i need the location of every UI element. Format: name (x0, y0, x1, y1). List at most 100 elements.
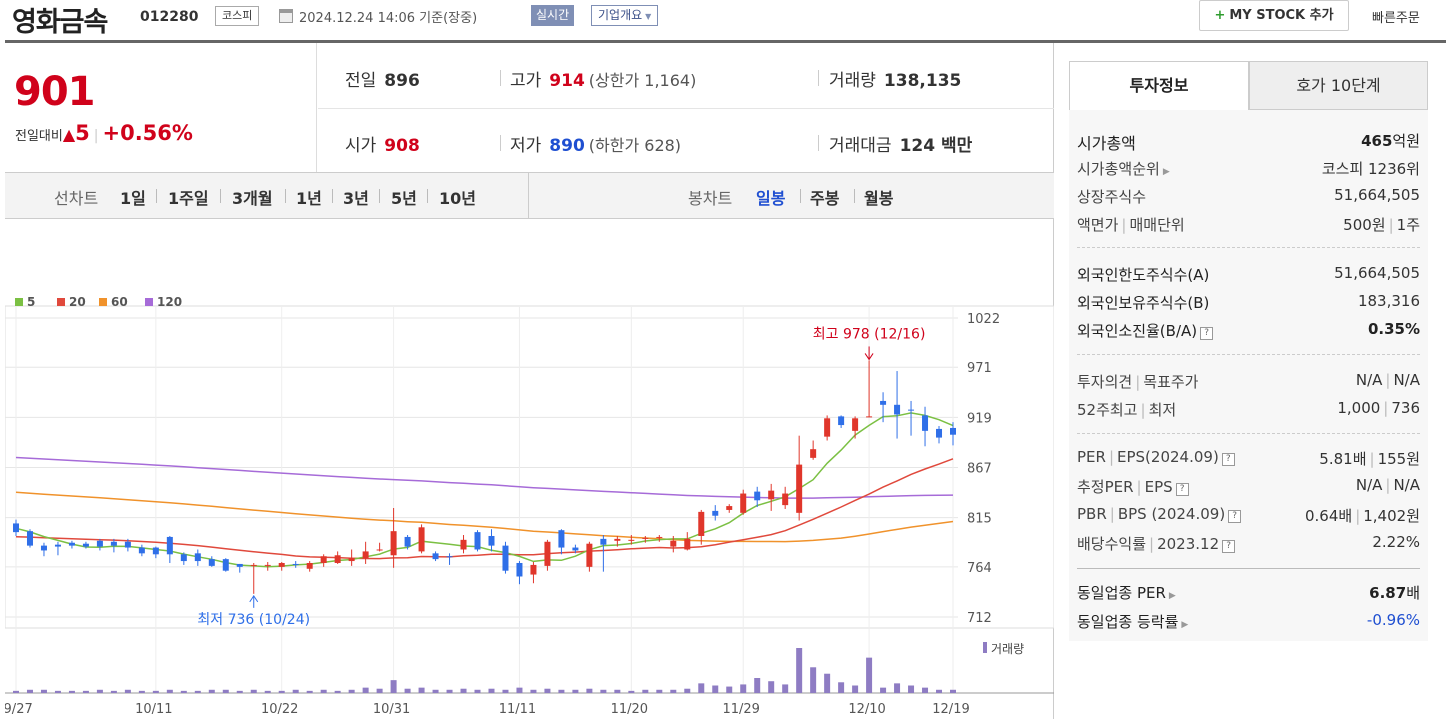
y-tick-label: 764 (967, 561, 992, 576)
period-monthly[interactable]: 월봉 (864, 189, 894, 208)
chart-svg: 1022 971 919 867 815 764 712 09/27 10/11 10/22 10/… (5, 295, 1054, 717)
help-icon[interactable]: ? (1221, 453, 1235, 466)
lower-limit: (하한가 628) (588, 136, 682, 155)
candle-body (292, 563, 299, 565)
foreign-hold-row: 외국인보유주식수(B) 183,316 (1077, 288, 1420, 316)
market-cap-rank-label[interactable]: 시가총액순위 ▶ (1077, 158, 1170, 179)
low-arrow-head (249, 594, 259, 603)
candle-body (502, 545, 509, 571)
volume-bar (894, 683, 901, 693)
candle-body (460, 539, 467, 550)
company-info-dropdown[interactable]: 기업개요 ▼ (591, 5, 659, 26)
candle-body (250, 564, 257, 566)
help-icon[interactable]: ? (1200, 327, 1214, 340)
volume-bar (852, 685, 859, 693)
volume-bar (488, 688, 495, 693)
market-tag[interactable]: 코스피 (215, 6, 260, 26)
candle-body (166, 536, 173, 555)
per-value: 5.81배 | 155원 (1319, 448, 1420, 469)
period-weekly[interactable]: 주봉 (810, 189, 840, 208)
volume-bar (362, 687, 369, 693)
period-1w[interactable]: 1주일 (168, 189, 209, 208)
period-3m[interactable]: 3개월 (232, 189, 273, 208)
market-cap-value: 465억원 (1361, 130, 1420, 151)
low-annotation: 최저 736 (10/24) (197, 612, 310, 628)
period-10y[interactable]: 10년 (439, 189, 476, 208)
volume-value: 138,135 (883, 71, 962, 91)
plus-icon: + (1214, 8, 1226, 23)
add-mystock-button[interactable]: + MY STOCK 추가 (1199, 0, 1349, 31)
header-divider (5, 40, 1446, 43)
foreign-rate-text: 외국인소진율(B/A) (1077, 322, 1198, 340)
base-time: 2024.12.24 14:06 기준(장중) (299, 11, 478, 26)
shares-row: 상장주식수 51,664,505 (1077, 182, 1420, 210)
candle-body (306, 562, 313, 569)
volume-bar (740, 684, 747, 693)
divider: | (1136, 478, 1142, 496)
w52-high-text: 52주최고 (1077, 401, 1138, 419)
volume-bar (502, 689, 509, 693)
help-icon[interactable]: ? (1228, 510, 1242, 523)
period-3y[interactable]: 3년 (343, 189, 369, 208)
volume-bar (334, 690, 341, 693)
x-tick-label: 11/29 (722, 702, 759, 717)
legend-label: 120 (157, 295, 182, 309)
low-label: 저가 (510, 136, 542, 156)
w52-high-val: 1,000 (1337, 399, 1381, 417)
volume-bar (880, 687, 887, 693)
volume-bar (292, 689, 299, 693)
volume-bar (194, 690, 201, 693)
divider (285, 189, 286, 203)
period-daily[interactable]: 일봉 (756, 189, 786, 208)
period-1y[interactable]: 1년 (296, 189, 322, 208)
candle-body (740, 493, 747, 513)
volume-bar (418, 687, 425, 693)
tab-order-book[interactable]: 호가 10단계 (1249, 61, 1428, 110)
realtime-tag[interactable]: 실시간 (531, 5, 575, 26)
volume-bar (922, 687, 929, 693)
par-value-row: 액면가 | 매매단위 500원 | 1주 (1077, 210, 1420, 238)
par-label: 액면가 (1077, 216, 1119, 234)
opinion-val: N/A (1355, 371, 1383, 389)
period-5y[interactable]: 5년 (391, 189, 417, 208)
stock-name: 영화금속 (12, 7, 108, 38)
candle-body (852, 418, 859, 431)
bps-text: BPS (2024.09) (1117, 505, 1226, 523)
candle-body (908, 409, 915, 411)
eps-text: EPS(2024.09) (1117, 448, 1219, 466)
help-icon[interactable]: ? (1222, 540, 1236, 553)
candle-body (82, 543, 89, 547)
volume-bar (306, 690, 313, 693)
sector-per-row: 동일업종 PER ▶ 6.87배 (1077, 578, 1420, 606)
quick-order-link[interactable]: 빠른주문 (1372, 11, 1420, 26)
sector-change-label[interactable]: 동일업종 등락률 ▶ (1077, 611, 1188, 632)
sector-per-unit: 배 (1406, 584, 1420, 602)
volume-bar (278, 690, 285, 693)
candle-body (26, 531, 33, 546)
candle-body (194, 553, 201, 562)
volume-bar (530, 689, 537, 693)
divider (854, 189, 855, 203)
volume-bar (264, 690, 271, 693)
candle-body (264, 564, 271, 566)
volume-bar (866, 657, 873, 693)
dividend-text: 배당수익률 (1077, 535, 1147, 553)
period-1d[interactable]: 1일 (120, 189, 146, 208)
candle-body (446, 556, 453, 558)
help-icon[interactable]: ? (1175, 483, 1189, 496)
tab-invest-info[interactable]: 투자정보 (1069, 61, 1249, 110)
change-row: 전일대비▲5 | +0.56% (15, 121, 193, 145)
x-tick-label: 11/11 (499, 702, 536, 717)
legend-swatch (99, 298, 107, 306)
volume-bar (446, 689, 453, 693)
volume-bar (684, 688, 691, 693)
price-chart[interactable]: 1022 971 919 867 815 764 712 09/27 10/11 10/22 10/… (5, 221, 1054, 719)
est-per-text: 추정PER (1077, 478, 1134, 496)
volume-bar (460, 688, 467, 693)
volume-bar (54, 690, 61, 693)
market-cap-row: 시가총액 465억원 (1077, 126, 1420, 154)
opinion-text: 투자의견 (1077, 373, 1133, 391)
sector-per-label[interactable]: 동일업종 PER ▶ (1077, 582, 1176, 603)
candle-body (68, 542, 75, 546)
foreign-rate-row: 외국인소진율(B/A)? 0.35% (1077, 316, 1420, 344)
